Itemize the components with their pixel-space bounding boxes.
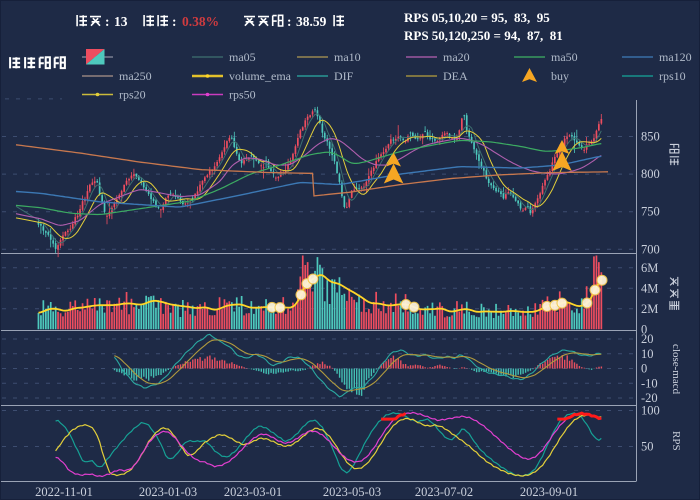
svg-text:100: 100: [641, 404, 660, 418]
svg-text:close-macd: close-macd: [670, 344, 682, 395]
svg-text:ma250: ma250: [119, 69, 152, 83]
svg-text:DEA: DEA: [443, 69, 468, 83]
svg-text:6M: 6M: [641, 261, 658, 275]
svg-text:DIF: DIF: [334, 69, 354, 83]
svg-text:750: 750: [641, 205, 660, 219]
svg-text:rps20: rps20: [119, 88, 146, 102]
svg-text:ma50: ma50: [551, 50, 578, 64]
svg-text:RPS 05,10,20 = 95, 83, 95: RPS 05,10,20 = 95, 83, 95: [404, 10, 550, 25]
svg-text:4M: 4M: [641, 281, 658, 295]
svg-text:ma20: ma20: [443, 50, 470, 64]
svg-text:10: 10: [641, 347, 654, 361]
svg-text:20: 20: [641, 332, 654, 346]
svg-text:ma05: ma05: [229, 50, 256, 64]
svg-text:2022-11-01: 2022-11-01: [35, 485, 93, 499]
svg-text:50: 50: [641, 440, 654, 454]
svg-text:700: 700: [641, 242, 660, 256]
svg-text::: :: [287, 14, 292, 29]
svg-text:850: 850: [641, 130, 660, 144]
svg-text:2023-05-03: 2023-05-03: [323, 485, 381, 499]
svg-text:38.59: 38.59: [296, 14, 327, 29]
svg-text:0.38%: 0.38%: [182, 14, 219, 29]
svg-text:volume_ema: volume_ema: [229, 69, 292, 83]
svg-text:0: 0: [641, 322, 647, 336]
svg-text:-20: -20: [641, 391, 658, 405]
svg-text:2023-07-02: 2023-07-02: [415, 485, 473, 499]
svg-text:-10: -10: [641, 376, 658, 390]
svg-text:ma120: ma120: [659, 50, 692, 64]
svg-text:rps10: rps10: [659, 69, 686, 83]
svg-text::: :: [172, 14, 177, 29]
svg-text:13: 13: [114, 14, 128, 29]
svg-text:800: 800: [641, 167, 660, 181]
svg-text:rps50: rps50: [229, 88, 256, 102]
svg-text:0: 0: [641, 362, 647, 376]
svg-text:2023-01-03: 2023-01-03: [139, 485, 197, 499]
svg-text:2M: 2M: [641, 302, 658, 316]
svg-text:buy: buy: [551, 69, 569, 83]
svg-text::: :: [105, 14, 110, 29]
svg-text:2023-09-01: 2023-09-01: [520, 485, 578, 499]
svg-text:ma10: ma10: [334, 50, 361, 64]
svg-text:2023-03-01: 2023-03-01: [224, 485, 282, 499]
svg-text:RPS 50,120,250 = 94, 87, 81: RPS 50,120,250 = 94, 87, 81: [404, 28, 563, 43]
svg-text:RPS: RPS: [670, 431, 682, 451]
